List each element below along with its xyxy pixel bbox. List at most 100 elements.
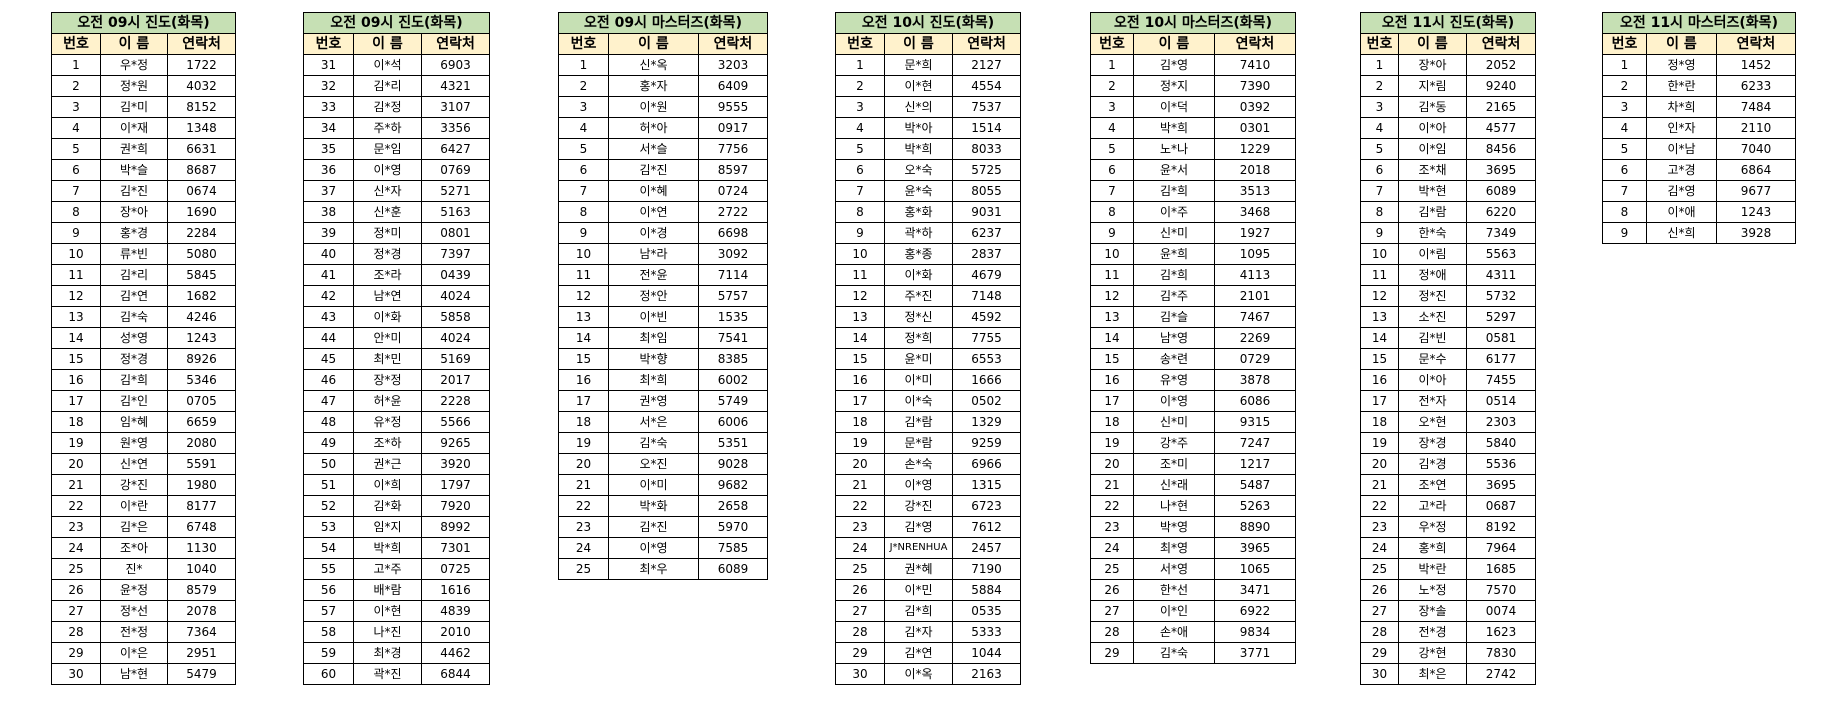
contact-cell[interactable]: 0705 [166,390,237,412]
number-cell[interactable]: 1 [1602,54,1647,76]
name-cell[interactable]: 윤*서 [1133,159,1215,181]
name-cell[interactable]: 홍*종 [884,243,953,265]
number-cell[interactable]: 6 [558,159,609,181]
contact-cell[interactable]: 7397 [420,243,491,265]
number-cell[interactable]: 30 [51,663,101,685]
contact-cell[interactable]: 5163 [420,201,491,223]
number-cell[interactable]: 6 [1090,159,1134,181]
name-cell[interactable]: 윤*숙 [884,180,953,202]
contact-cell[interactable]: 0674 [166,180,237,202]
contact-cell[interactable]: 6177 [1465,348,1537,370]
number-cell[interactable]: 16 [1090,369,1134,391]
contact-cell[interactable]: 1095 [1214,243,1296,265]
name-cell[interactable]: 김*희 [1133,264,1215,286]
contact-cell[interactable]: 1623 [1465,621,1537,643]
name-cell[interactable]: 임*지 [353,516,422,538]
contact-cell[interactable]: 9682 [698,474,768,496]
name-cell[interactable]: 전*윤 [608,264,699,286]
name-cell[interactable]: 김*숙 [100,306,168,328]
contact-cell[interactable]: 8385 [698,348,768,370]
name-cell[interactable]: 유*영 [1133,369,1215,391]
number-cell[interactable]: 34 [303,117,354,139]
number-cell[interactable]: 29 [835,642,885,664]
number-cell[interactable]: 27 [835,600,885,622]
name-cell[interactable]: 남*현 [100,663,168,685]
name-cell[interactable]: 김*영 [1646,180,1717,202]
name-cell[interactable]: 이*재 [100,117,168,139]
number-cell[interactable]: 60 [303,663,354,685]
column-header-name[interactable]: 이 름 [608,33,699,55]
number-cell[interactable]: 21 [1090,474,1134,496]
contact-cell[interactable]: 4462 [420,642,491,664]
number-cell[interactable]: 12 [835,285,885,307]
name-cell[interactable]: 신*연 [100,453,168,475]
contact-cell[interactable]: 3092 [698,243,768,265]
column-header-name[interactable]: 이 름 [884,33,953,55]
contact-cell[interactable]: 3468 [1214,201,1296,223]
contact-cell[interactable]: 5566 [420,411,491,433]
contact-cell[interactable]: 9031 [951,201,1022,223]
number-cell[interactable]: 9 [1090,222,1134,244]
contact-cell[interactable]: 1927 [1214,222,1296,244]
column-header-contact[interactable]: 연락처 [1465,33,1537,55]
name-cell[interactable]: 김*은 [100,516,168,538]
name-cell[interactable]: 이*아 [1398,117,1467,139]
name-cell[interactable]: 주*하 [353,117,422,139]
name-cell[interactable]: 김*동 [1398,96,1467,118]
number-cell[interactable]: 4 [835,117,885,139]
name-cell[interactable]: 고*주 [353,558,422,580]
contact-cell[interactable]: 5732 [1465,285,1537,307]
name-cell[interactable]: 이*미 [608,474,699,496]
number-cell[interactable]: 4 [558,117,609,139]
number-cell[interactable]: 23 [558,516,609,538]
number-cell[interactable]: 30 [1360,663,1399,685]
name-cell[interactable]: 이*현 [884,75,953,97]
contact-cell[interactable]: 3356 [420,117,491,139]
contact-cell[interactable]: 2228 [420,390,491,412]
number-cell[interactable]: 18 [835,411,885,433]
name-cell[interactable]: 김*인 [100,390,168,412]
name-cell[interactable]: 이*원 [608,96,699,118]
contact-cell[interactable]: 1130 [166,537,237,559]
name-cell[interactable]: 차*희 [1646,96,1717,118]
number-cell[interactable]: 28 [1090,621,1134,643]
contact-cell[interactable]: 0581 [1465,327,1537,349]
name-cell[interactable]: 이*미 [884,369,953,391]
name-cell[interactable]: 조*미 [1133,453,1215,475]
name-cell[interactable]: 권*혜 [884,558,953,580]
name-cell[interactable]: 신*의 [884,96,953,118]
number-cell[interactable]: 12 [1360,285,1399,307]
contact-cell[interactable]: 4246 [166,306,237,328]
number-cell[interactable]: 9 [1360,222,1399,244]
contact-cell[interactable]: 0301 [1214,117,1296,139]
number-cell[interactable]: 10 [558,243,609,265]
contact-cell[interactable]: 5749 [698,390,768,412]
number-cell[interactable]: 10 [51,243,101,265]
contact-cell[interactable]: 1315 [951,474,1022,496]
contact-cell[interactable]: 7541 [698,327,768,349]
number-cell[interactable]: 9 [1602,222,1647,244]
name-cell[interactable]: 김*희 [100,369,168,391]
number-cell[interactable]: 3 [835,96,885,118]
name-cell[interactable]: 이*림 [1398,243,1467,265]
contact-cell[interactable]: 6659 [166,411,237,433]
contact-cell[interactable]: 6409 [698,75,768,97]
number-cell[interactable]: 17 [51,390,101,412]
number-cell[interactable]: 6 [1602,159,1647,181]
contact-cell[interactable]: 8687 [166,159,237,181]
contact-cell[interactable]: 9677 [1716,180,1796,202]
number-cell[interactable]: 46 [303,369,354,391]
name-cell[interactable]: 조*아 [100,537,168,559]
number-cell[interactable]: 24 [558,537,609,559]
number-cell[interactable]: 21 [51,474,101,496]
name-cell[interactable]: 전*정 [100,621,168,643]
column-header-no[interactable]: 번호 [1090,33,1134,55]
number-cell[interactable]: 54 [303,537,354,559]
contact-cell[interactable]: 7455 [1465,369,1537,391]
contact-cell[interactable]: 8992 [420,516,491,538]
contact-cell[interactable]: 2742 [1465,663,1537,685]
name-cell[interactable]: 노*정 [1398,579,1467,601]
name-cell[interactable]: 이*옥 [884,663,953,685]
number-cell[interactable]: 23 [1360,516,1399,538]
contact-cell[interactable]: 1348 [166,117,237,139]
